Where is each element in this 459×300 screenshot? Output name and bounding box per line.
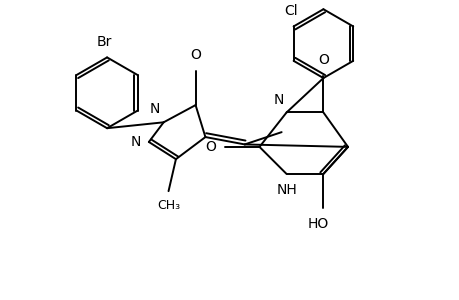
Text: Cl: Cl [284,4,297,18]
Text: HO: HO [307,217,328,231]
Text: N: N [273,93,284,106]
Text: O: O [205,140,216,154]
Text: CH₃: CH₃ [157,199,180,212]
Text: Br: Br [97,34,112,49]
Text: O: O [190,48,201,62]
Text: NH: NH [275,183,296,197]
Text: O: O [317,53,328,67]
Text: N: N [131,135,141,149]
Text: N: N [150,102,160,116]
